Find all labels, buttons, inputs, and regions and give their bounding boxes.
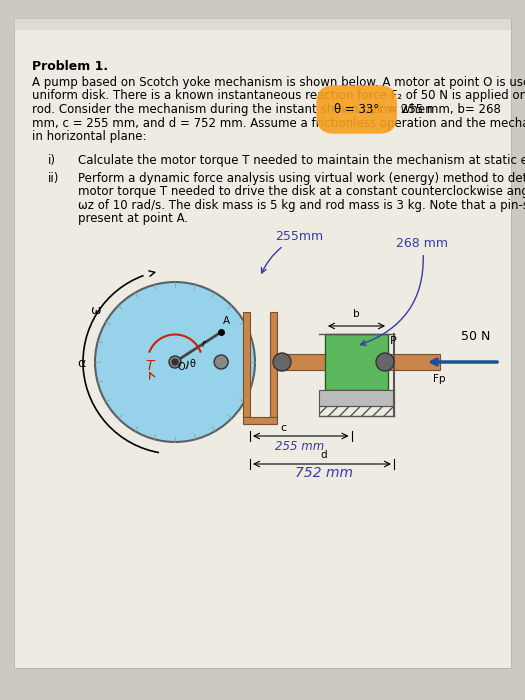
Text: in horizontal plane:: in horizontal plane: — [32, 130, 146, 143]
Text: 268 mm: 268 mm — [361, 237, 448, 345]
Text: 255mm: 255mm — [261, 230, 323, 273]
Bar — [319, 390, 394, 406]
Circle shape — [95, 282, 255, 442]
Text: Perform a dynamic force analysis using virtual work (energy) method to determine: Perform a dynamic force analysis using v… — [78, 172, 525, 185]
Text: 50 N: 50 N — [460, 330, 490, 343]
Text: Fp: Fp — [433, 374, 446, 384]
Text: ii): ii) — [48, 172, 59, 185]
Text: present at point A.: present at point A. — [78, 212, 188, 225]
Text: d: d — [321, 450, 327, 460]
Text: , r = 255 mm, b= 268: , r = 255 mm, b= 268 — [371, 103, 501, 116]
Text: Problem 1.: Problem 1. — [32, 60, 108, 73]
Text: Calculate the motor torque T needed to maintain the mechanism at static equilibr: Calculate the motor torque T needed to m… — [78, 154, 525, 167]
Text: θ: θ — [189, 359, 195, 369]
Circle shape — [214, 355, 228, 369]
Text: uniform disk. There is a known instantaneous reaction force F₂ of 50 N is applie: uniform disk. There is a known instantan… — [32, 90, 525, 102]
Text: 752 mm: 752 mm — [295, 466, 353, 480]
Text: A pump based on Scotch yoke mechanism is shown below. A motor at point O is used: A pump based on Scotch yoke mechanism is… — [32, 76, 525, 89]
Text: α: α — [77, 357, 85, 370]
Bar — [243, 417, 277, 424]
Bar — [14, 18, 511, 30]
Text: mm, c = 255 mm, and d = 752 mm. Assume a frictionless operation and the mechanis: mm, c = 255 mm, and d = 752 mm. Assume a… — [32, 116, 525, 130]
Text: 255 mm: 255 mm — [275, 440, 324, 453]
Text: A: A — [223, 316, 230, 326]
Text: rod. Consider the mechanism during the instant shown below when: rod. Consider the mechanism during the i… — [32, 103, 436, 116]
Bar — [243, 312, 250, 417]
Bar — [325, 334, 388, 390]
Circle shape — [376, 353, 394, 371]
Text: ω: ω — [90, 304, 100, 317]
Text: r: r — [202, 339, 206, 349]
Bar — [277, 354, 440, 370]
Circle shape — [172, 359, 178, 365]
Text: c: c — [280, 423, 286, 433]
Circle shape — [169, 356, 181, 368]
Text: θ = 33°: θ = 33° — [334, 103, 379, 116]
Bar — [270, 312, 277, 417]
Text: b: b — [353, 309, 360, 319]
Text: motor torque T needed to drive the disk at a constant counterclockwise angular v: motor torque T needed to drive the disk … — [78, 186, 525, 198]
Circle shape — [273, 353, 291, 371]
Text: i): i) — [48, 154, 56, 167]
Text: P: P — [390, 336, 397, 346]
Text: T: T — [145, 359, 153, 373]
Bar — [319, 406, 394, 416]
Text: ωz of 10 rad/s. The disk mass is 5 kg and rod mass is 3 kg. Note that a pin-slot: ωz of 10 rad/s. The disk mass is 5 kg an… — [78, 199, 525, 212]
Text: O: O — [178, 362, 186, 372]
